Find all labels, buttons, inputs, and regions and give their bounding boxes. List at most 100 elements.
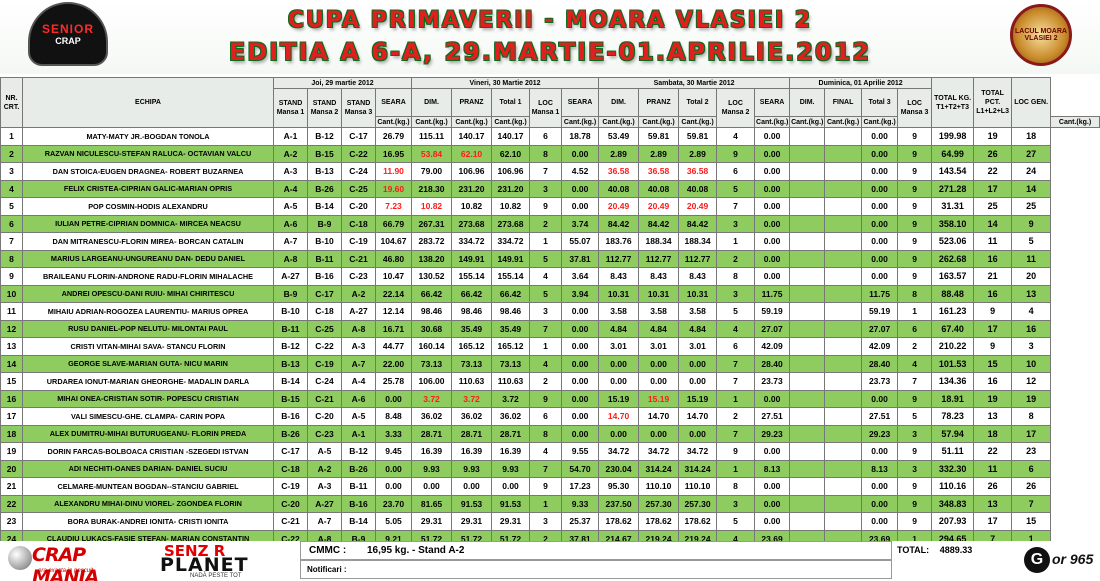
table-cell: 5 — [1011, 232, 1052, 251]
table-cell: 6 — [897, 319, 933, 338]
table-cell: 0.00 — [598, 354, 640, 373]
table-cell: 7 — [716, 372, 756, 391]
table-cell — [789, 284, 826, 303]
table-cell: 4 — [0, 179, 23, 198]
table-cell — [789, 372, 826, 391]
table-cell: 0.00 — [411, 477, 453, 496]
table-cell: 3.64 — [561, 267, 600, 286]
table-cell: 14.70 — [678, 407, 718, 426]
table-cell: 10.82 — [491, 197, 531, 216]
table-cell: A-1 — [341, 424, 376, 443]
table-cell: B-12 — [307, 127, 342, 146]
table-cell: 0.00 — [861, 179, 899, 198]
col-total2: Total 2 — [678, 88, 718, 117]
table-cell: 19.60 — [374, 179, 413, 198]
col-seara-1: SEARA — [374, 88, 413, 117]
table-cell: 84.42 — [638, 214, 680, 233]
unit-cant: Cant.(kg.) — [1050, 116, 1100, 128]
table-cell: 334.72 — [491, 232, 531, 251]
table-cell: 9 — [897, 494, 933, 513]
col-echipa: ECHIPA — [22, 77, 274, 128]
crap-mania-line2: ora exacta in pescuit — [38, 568, 94, 574]
table-cell: 14.70 — [598, 407, 640, 426]
table-cell — [824, 214, 863, 233]
table-cell: 6 — [529, 407, 563, 426]
table-cell: 5 — [0, 197, 23, 216]
crap-mania-logo: CRAP MANIA ora exacta in pescuit — [8, 542, 130, 581]
unit-cant: Cant.(kg.) — [374, 116, 413, 128]
table-cell: 106.96 — [451, 162, 493, 181]
table-cell: 19 — [0, 442, 23, 461]
table-cell: 23.73 — [861, 372, 899, 391]
table-cell: 66.42 — [491, 284, 531, 303]
table-cell: 0.00 — [491, 477, 531, 496]
table-cell: 9 — [897, 512, 933, 531]
col-loc2: LOC Mansa 2 — [716, 88, 756, 128]
table-cell: A-27 — [341, 302, 376, 321]
table-cell: 4 — [716, 319, 756, 338]
col-loc-gen: LOC GEN. — [1011, 77, 1052, 128]
table-cell: 230.04 — [598, 459, 640, 478]
table-cell: B-15 — [273, 389, 308, 408]
header-day4: Duminica, 01 Aprilie 2012 — [789, 77, 933, 89]
table-cell: 36.58 — [638, 162, 680, 181]
table-cell: 29.31 — [451, 512, 493, 531]
table-cell: 1 — [529, 337, 563, 356]
table-cell: C-17 — [273, 442, 308, 461]
team-cell: IULIAN PETRE-CIPRIAN DOMNICA- MIRCEA NEA… — [22, 214, 274, 233]
unit-cant: Cant.(kg.) — [638, 116, 680, 128]
table-row: 14 GEORGE SLAVE-MARIAN GUTA- NICU MARIN B-… — [0, 354, 1100, 373]
table-cell — [789, 144, 826, 163]
table-cell: 22 — [973, 162, 1013, 181]
table-cell: B-14 — [341, 512, 376, 531]
table-cell: 12.14 — [374, 302, 413, 321]
table-cell: 0.00 — [754, 389, 791, 408]
table-cell: 9 — [529, 477, 563, 496]
title-line2: EDITIA A 6-A, 29.MARTIE-01.APRILIE.2012 — [228, 38, 872, 66]
table-cell: 106.96 — [491, 162, 531, 181]
table-cell: 4 — [529, 267, 563, 286]
table-cell: 9.93 — [411, 459, 453, 478]
table-cell: 0.00 — [754, 249, 791, 268]
table-cell: 6 — [529, 127, 563, 146]
table-cell: 17 — [0, 407, 23, 426]
table-row: 1 MATY-MATY JR.-BOGDAN TONOLA A-1 B-12 C-17 2… — [0, 127, 1100, 146]
table-cell — [789, 249, 826, 268]
table-row: 11 MIHAIU ADRIAN-ROGOZEA LAURENTIU- MARIU… — [0, 302, 1100, 321]
col-total-pct: TOTAL PCT. L1+L2+L3 — [973, 77, 1013, 128]
table-cell: 30.68 — [411, 319, 453, 338]
table-cell: 9 — [1011, 214, 1052, 233]
total-label: TOTAL: — [897, 545, 930, 555]
table-cell: C-23 — [307, 424, 342, 443]
table-cell: 0.00 — [861, 389, 899, 408]
table-cell: A-7 — [273, 232, 308, 251]
table-cell — [789, 337, 826, 356]
table-cell — [824, 127, 863, 146]
table-cell: 10.31 — [598, 284, 640, 303]
table-cell: B-9 — [307, 214, 342, 233]
table-cell: 9 — [897, 267, 933, 286]
table-cell: 3.33 — [374, 424, 413, 443]
table-cell: 1 — [716, 232, 756, 251]
table-cell: 25.37 — [561, 512, 600, 531]
table-cell — [824, 354, 863, 373]
table-cell: A-5 — [273, 197, 308, 216]
table-cell: C-17 — [341, 127, 376, 146]
table-cell — [789, 162, 826, 181]
table-cell: 1 — [0, 127, 23, 146]
table-cell: 16 — [973, 284, 1013, 303]
table-cell: A-5 — [341, 407, 376, 426]
table-cell: B-10 — [273, 302, 308, 321]
table-cell: 165.12 — [451, 337, 493, 356]
table-cell: C-20 — [307, 407, 342, 426]
table-cell: 36.02 — [451, 407, 493, 426]
table-cell: 134.36 — [931, 372, 975, 391]
table-row: 5 POP COSMIN-HODIS ALEXANDRU A-5 B-14 C-20 7.… — [0, 197, 1100, 216]
table-cell: 9.45 — [374, 442, 413, 461]
table-cell: 15.19 — [638, 389, 680, 408]
table-cell: 22.00 — [374, 354, 413, 373]
table-cell: 101.53 — [931, 354, 975, 373]
table-cell: 188.34 — [678, 232, 718, 251]
table-cell — [789, 407, 826, 426]
table-cell: 3 — [529, 512, 563, 531]
